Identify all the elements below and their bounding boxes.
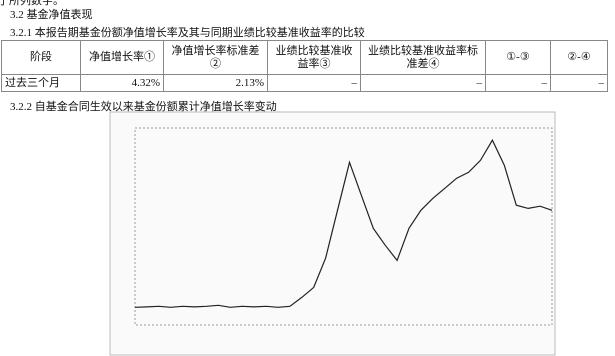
cell: 4.32% [80, 74, 164, 92]
cell: 过去三个月 [1, 74, 81, 92]
cell: 2.13% [163, 74, 268, 92]
section-title: 3.2 基金净值表现 [10, 9, 93, 21]
nav-line [134, 138, 553, 308]
data-row: 过去三个月 4.32% 2.13% – – – – [1, 74, 608, 92]
subsection-title: 3.2.1 本报告期基金份额净值增长率及其与同期业绩比较基准收益率的比较 [10, 27, 365, 39]
subsection-title: 3.2.2 自基金合同生效以来基金份额累计净值增长率变动 [10, 101, 277, 113]
cell: – [485, 74, 551, 92]
header-cell: ②-④ [550, 40, 608, 75]
performance-table: 阶段 净值增长率① 净值增长率标准差② 业绩比较基准收益率③ 业绩比较基准收益率… [1, 40, 608, 92]
cell: – [550, 74, 608, 92]
chart-frame [109, 111, 556, 356]
plot-area [134, 127, 553, 326]
cutoff-text: 了所列数字。 [0, 0, 64, 7]
